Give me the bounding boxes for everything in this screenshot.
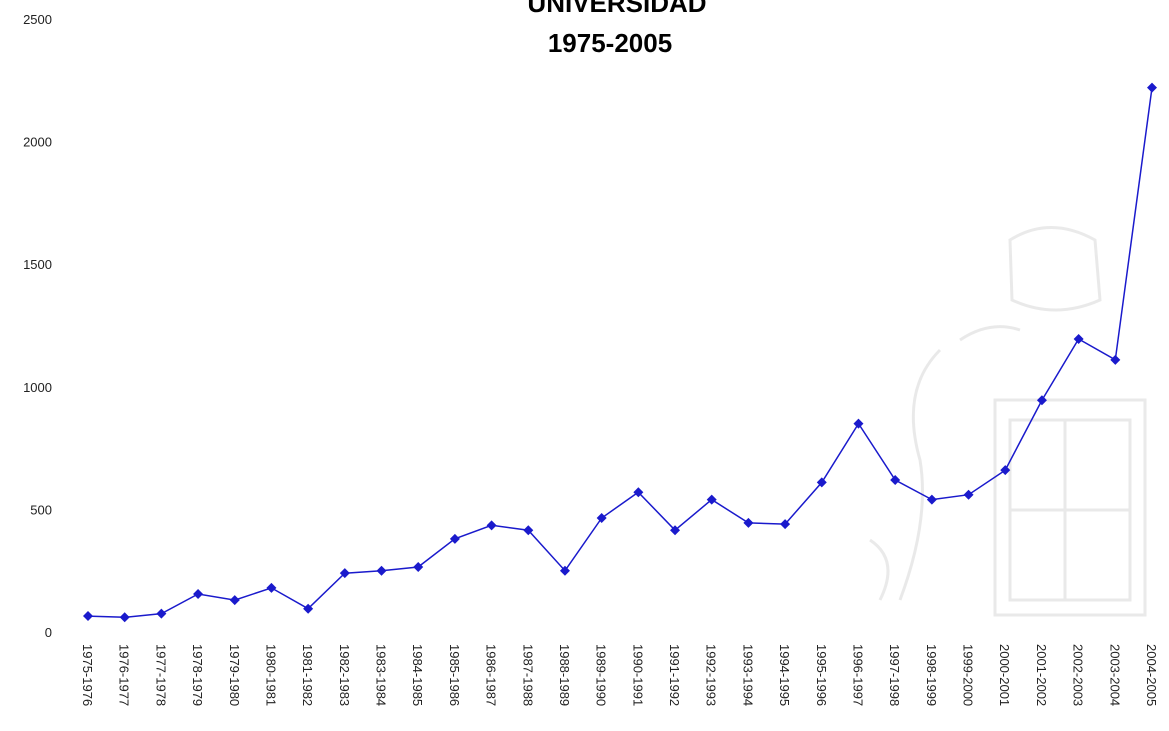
data-point [119, 612, 130, 623]
x-tick-label: 1996-1997 [850, 644, 865, 706]
data-point [193, 588, 204, 599]
data-point [853, 418, 864, 429]
y-tick-label: 1000 [23, 380, 52, 395]
data-point [1000, 465, 1011, 476]
x-tick-label: 2002-2003 [1071, 644, 1086, 706]
data-point [596, 512, 607, 523]
x-tick-label: 1991-1992 [667, 644, 682, 706]
x-tick-label: 1981-1982 [300, 644, 315, 706]
x-tick-label: 1983-1984 [374, 644, 389, 706]
x-tick-label: 2000-2001 [997, 644, 1012, 706]
data-point [83, 611, 93, 622]
x-tick-label: 1976-1977 [117, 644, 132, 706]
x-tick-label: 1979-1980 [227, 644, 242, 706]
x-tick-label: 1994-1995 [777, 644, 792, 706]
data-point [523, 525, 534, 536]
data-point [780, 519, 791, 530]
data-point [559, 565, 570, 576]
x-tick-label: 1987-1988 [520, 644, 535, 706]
x-tick-label: 1995-1996 [814, 644, 829, 706]
x-tick-label: 1984-1985 [410, 644, 425, 706]
x-tick-label: 1993-1994 [740, 644, 755, 706]
x-tick-label: 1988-1989 [557, 644, 572, 706]
y-tick-label: 2000 [23, 135, 52, 150]
data-point [266, 582, 277, 593]
data-point [963, 489, 974, 500]
data-point [449, 533, 460, 544]
data-point [706, 494, 717, 505]
data-point [486, 520, 497, 531]
y-tick-label: 500 [30, 502, 52, 517]
chart-title: UNIVERSIDAD [527, 0, 706, 18]
x-tick-label: 1985-1986 [447, 644, 462, 706]
data-point [1036, 395, 1047, 406]
data-point [413, 562, 424, 573]
x-tick-label: 1978-1979 [190, 644, 205, 706]
data-point [339, 568, 350, 579]
data-point [890, 474, 901, 485]
data-point [156, 608, 167, 619]
watermark-crest [869, 226, 1147, 617]
data-point [1147, 82, 1157, 93]
y-tick-label: 0 [45, 625, 52, 640]
x-tick-label: 1992-1993 [704, 644, 719, 706]
y-axis: 0 500 1000 1500 2000 2500 [23, 12, 52, 640]
chart-subtitle: 1975-2005 [548, 28, 672, 58]
x-tick-label: 2001-2002 [1034, 644, 1049, 706]
series-line [87, 87, 1153, 619]
x-tick-label: 1977-1978 [153, 644, 168, 706]
plot-area [83, 82, 1157, 623]
data-point [633, 487, 644, 498]
data-point [229, 595, 240, 606]
data-point [376, 565, 387, 576]
x-tick-label: 1980-1981 [263, 644, 278, 706]
data-point [1073, 333, 1084, 344]
x-tick-label: 1998-1999 [924, 644, 939, 706]
x-tick-label: 1989-1990 [594, 644, 609, 706]
y-tick-label: 1500 [23, 257, 52, 272]
data-point [743, 517, 754, 528]
x-tick-label: 1997-1998 [887, 644, 902, 706]
x-tick-label: 2003-2004 [1107, 644, 1122, 706]
x-tick-label: 1986-1987 [484, 644, 499, 706]
y-tick-label: 2500 [23, 12, 52, 27]
data-point [303, 603, 314, 614]
x-tick-label: 2004-2005 [1144, 644, 1159, 706]
x-tick-label: 1990-1991 [630, 644, 645, 706]
data-point [670, 525, 681, 536]
x-tick-label: 1999-2000 [961, 644, 976, 706]
x-axis: 1975-1976 1976-1977 1977-1978 1978-1979 1979… [80, 644, 1159, 706]
data-point [1110, 354, 1121, 365]
x-tick-label: 1975-1976 [80, 644, 95, 706]
data-point [816, 477, 827, 488]
x-tick-label: 1982-1983 [337, 644, 352, 706]
data-point [926, 494, 937, 505]
